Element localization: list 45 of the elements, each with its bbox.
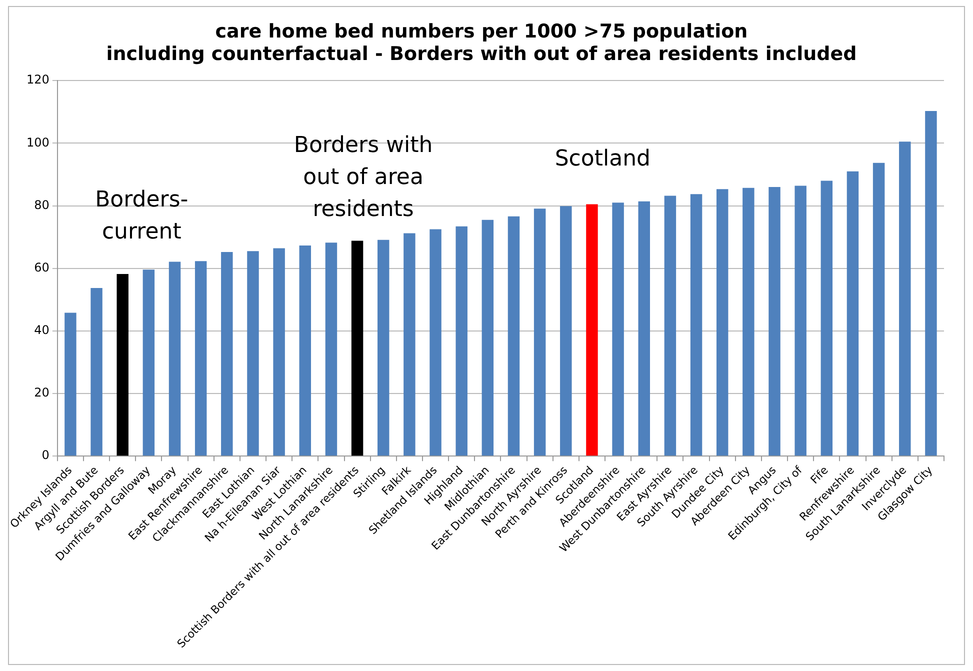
bar (116, 274, 128, 456)
bar (64, 312, 76, 456)
bar (247, 251, 259, 456)
annotation: Borders with out of area residents (294, 133, 433, 222)
bar (742, 188, 754, 456)
y-tick-label: 80 (34, 198, 50, 212)
y-tick-label: 0 (42, 448, 50, 462)
bar (846, 171, 859, 456)
bar (273, 248, 285, 456)
bar (378, 240, 390, 456)
annotation: Borders- current (95, 188, 188, 245)
bar (899, 142, 911, 456)
bar (534, 208, 546, 456)
bar (690, 194, 702, 456)
bar (820, 180, 833, 456)
bar (638, 201, 650, 456)
bar (456, 226, 468, 456)
bar (142, 270, 155, 456)
annotation: Scotland (554, 146, 650, 172)
bar (586, 204, 598, 456)
bar (872, 162, 885, 456)
bar (168, 262, 181, 456)
bar (482, 220, 494, 456)
bar (299, 245, 312, 456)
bar (560, 206, 572, 456)
bar (90, 288, 102, 456)
bar (508, 216, 520, 456)
bar (612, 202, 624, 456)
y-tick-label: 60 (34, 260, 50, 274)
y-tick-label: 100 (26, 135, 50, 150)
bar (430, 229, 442, 456)
bar (404, 233, 416, 456)
y-tick-label: 20 (34, 386, 50, 400)
bar (325, 242, 338, 456)
bar (716, 189, 728, 456)
bar (768, 186, 780, 456)
y-tick-label: 120 (26, 72, 50, 87)
bar (221, 252, 233, 456)
bar (925, 110, 937, 456)
y-tick-label: 40 (34, 323, 50, 338)
bar (194, 261, 207, 456)
bar (664, 196, 676, 456)
bar (351, 240, 364, 456)
bar (794, 186, 806, 456)
chart-title: care home bed numbers per 1000 >75 population including counterfactual - Borders with out of area residents included (106, 20, 857, 66)
